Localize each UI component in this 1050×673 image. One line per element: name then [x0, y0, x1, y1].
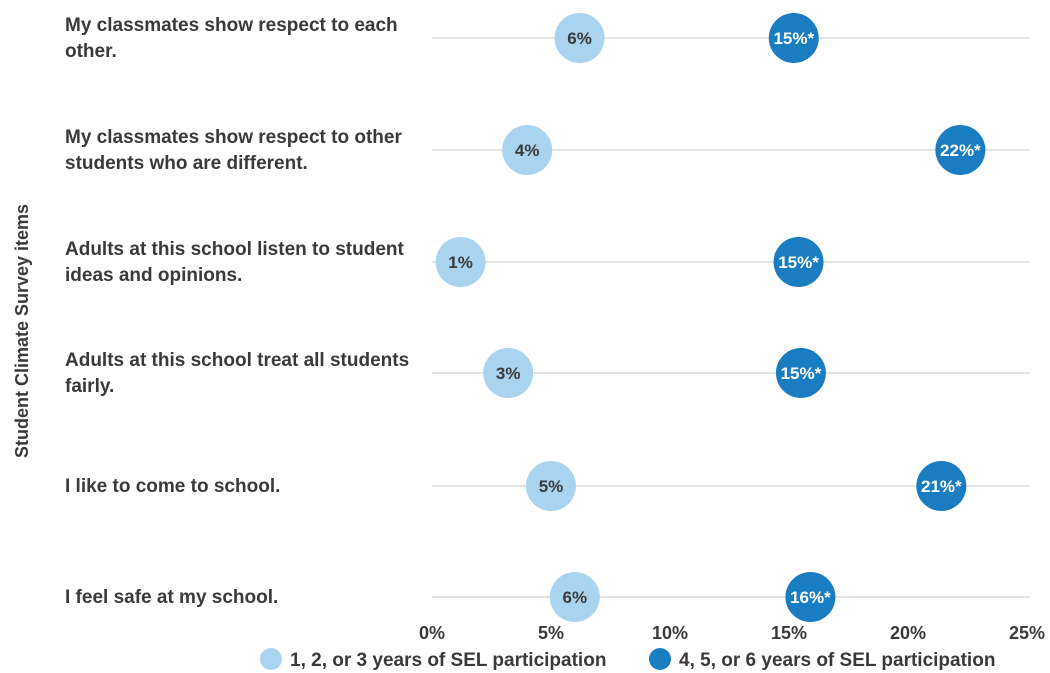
data-label: 6% [563, 588, 588, 607]
point-4-6-years [916, 461, 967, 511]
data-label: 15%* [773, 29, 814, 48]
data-label: 4% [515, 141, 540, 160]
category-label: fairly. [65, 376, 114, 397]
category-label: Adults at this school listen to student [65, 239, 405, 260]
legend-swatch [649, 648, 671, 670]
x-axis-ticks: 0% 5% 10% 15% 20% 25% [419, 623, 1045, 643]
category-label: other. [65, 41, 117, 62]
x-tick-label: 20% [890, 623, 926, 643]
x-tick-label: 15% [771, 623, 807, 643]
point-4-6-years [935, 125, 986, 175]
y-axis-title: Student Climate Survey items [12, 204, 32, 458]
data-points: 6% 4% 1% 3% 5% 6% 15%* 22%* 15%* 15%* 21%* 16%* [435, 13, 986, 622]
x-tick-label: 10% [652, 623, 688, 643]
point-4-6-years [768, 13, 819, 63]
data-label: 15%* [778, 253, 819, 272]
category-label: Adults at this school treat all students [65, 350, 409, 371]
point-4-6-years [775, 348, 826, 398]
point-1-3-years [554, 13, 605, 63]
category-label: My classmates show respect to each [65, 15, 398, 36]
y-axis-title-group: Student Climate Survey items [12, 204, 32, 458]
legend-label: 4, 5, or 6 years of SEL participation [679, 650, 995, 671]
data-label: 6% [567, 29, 592, 48]
point-1-3-years [526, 461, 576, 511]
point-1-3-years [549, 572, 600, 622]
category-label: students who are different. [65, 153, 308, 174]
gridlines [432, 37, 1030, 598]
point-1-3-years [502, 125, 553, 175]
legend: 1, 2, or 3 years of SEL participation 4, … [260, 648, 995, 671]
point-4-6-years [773, 237, 824, 287]
data-label: 15%* [781, 364, 822, 383]
point-1-3-years [483, 348, 534, 398]
x-tick-label: 0% [419, 623, 445, 643]
x-tick-label: 5% [538, 623, 564, 643]
data-label: 22%* [940, 141, 981, 160]
data-label: 5% [539, 477, 564, 496]
data-label: 16%* [790, 588, 831, 607]
category-labels: My classmates show respect to each other.… [65, 15, 409, 608]
data-label: 21%* [921, 477, 962, 496]
legend-label: 1, 2, or 3 years of SEL participation [290, 650, 606, 671]
point-1-3-years [435, 237, 486, 287]
legend-swatch [260, 648, 282, 670]
category-label: I like to come to school. [65, 476, 280, 497]
data-label: 3% [496, 364, 521, 383]
x-tick-label: 25% [1009, 623, 1045, 643]
data-label: 1% [448, 253, 473, 272]
point-4-6-years [785, 572, 836, 622]
category-label: My classmates show respect to other [65, 127, 402, 148]
category-label: I feel safe at my school. [65, 587, 278, 608]
category-label: ideas and opinions. [65, 265, 242, 286]
